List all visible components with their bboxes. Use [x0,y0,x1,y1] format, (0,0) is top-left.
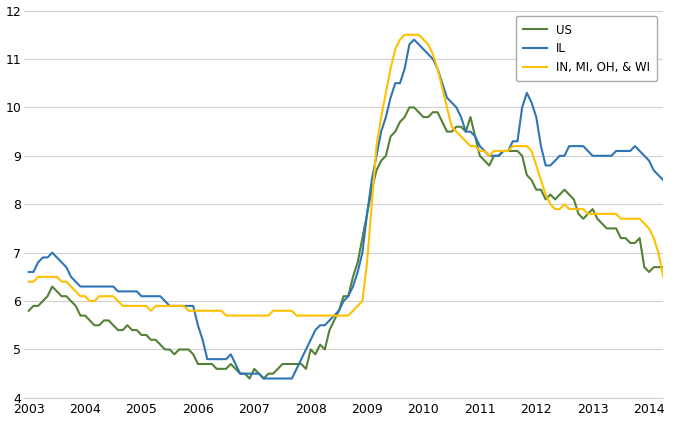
IL [260,376,268,381]
IL [631,143,639,149]
IN, MI, OH, & WI [222,313,230,318]
IN, MI, OH, & WI [274,308,282,313]
US [556,192,564,197]
US [551,197,559,202]
Line: US: US [29,107,663,379]
IN, MI, OH, & WI [400,32,409,37]
US [246,376,254,381]
IL [551,158,559,163]
IN, MI, OH, & WI [100,294,108,299]
US [405,105,413,110]
IN, MI, OH, & WI [25,279,33,284]
US [659,265,667,270]
IN, MI, OH, & WI [556,206,564,211]
Legend: US, IL, IN, MI, OH, & WI: US, IL, IN, MI, OH, & WI [516,16,658,81]
IN, MI, OH, & WI [659,274,667,279]
Line: IL: IL [29,40,663,379]
IN, MI, OH, & WI [551,206,559,211]
IL [659,178,667,183]
IL [546,163,555,168]
US [546,192,555,197]
IL [25,270,33,275]
US [25,308,33,313]
IL [410,37,418,42]
IL [274,376,282,381]
Line: IN, MI, OH, & WI: IN, MI, OH, & WI [29,35,663,316]
US [631,241,639,246]
IL [556,153,564,158]
IN, MI, OH, & WI [546,202,555,207]
IL [100,284,108,289]
US [274,366,282,371]
US [100,318,108,323]
IN, MI, OH, & WI [631,216,639,221]
